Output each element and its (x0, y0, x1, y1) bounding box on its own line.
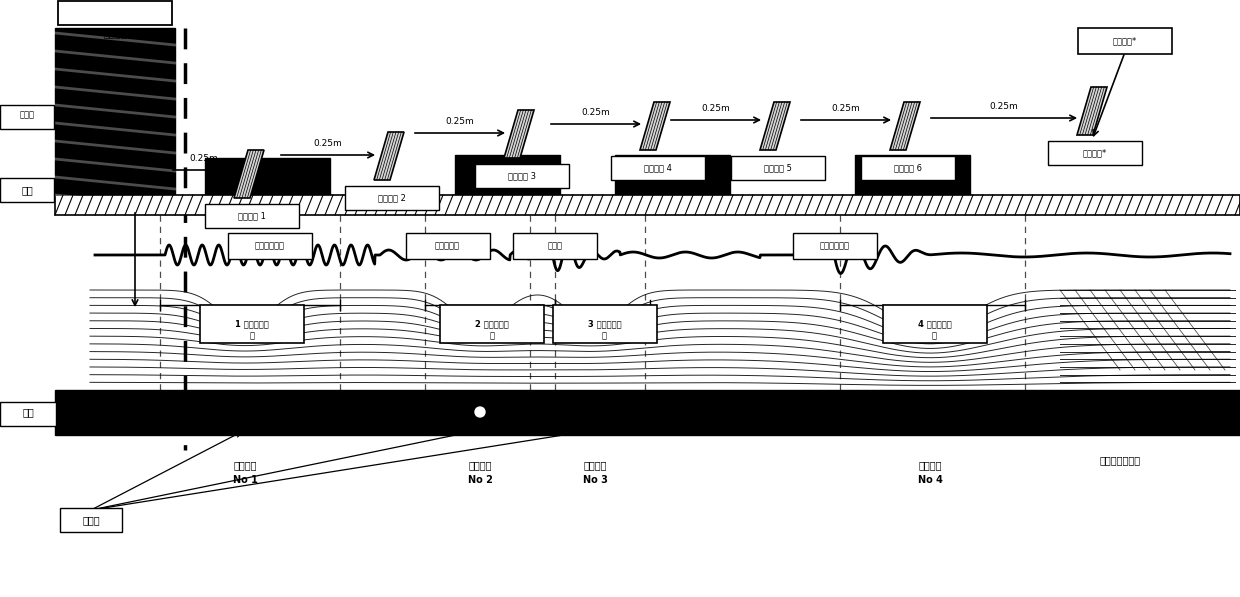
Text: 度: 度 (601, 331, 608, 340)
Text: 记录阵循*: 记录阵循* (1112, 36, 1137, 45)
Polygon shape (890, 102, 920, 150)
FancyBboxPatch shape (794, 233, 877, 259)
FancyBboxPatch shape (440, 305, 544, 343)
Circle shape (475, 407, 485, 417)
FancyBboxPatch shape (1048, 141, 1142, 165)
Text: 0.25m: 0.25m (445, 117, 475, 126)
Text: 记录器: 记录器 (20, 110, 35, 119)
Text: 异常部分: 异常部分 (233, 460, 257, 470)
Text: 0.25m: 0.25m (702, 104, 730, 113)
Text: 0.25m: 0.25m (314, 139, 342, 148)
FancyBboxPatch shape (861, 156, 955, 180)
Bar (856, 155, 970, 205)
Text: 全磁场总量变: 全磁场总量变 (255, 242, 285, 251)
Bar (55, 28, 175, 203)
Text: 0.25m: 0.25m (582, 108, 610, 117)
Bar (205, 158, 330, 210)
Text: 记录阵循: 记录阵循 (103, 28, 126, 38)
Text: 异常部分: 异常部分 (469, 460, 492, 470)
FancyBboxPatch shape (553, 305, 656, 343)
FancyBboxPatch shape (513, 233, 596, 259)
FancyBboxPatch shape (0, 178, 55, 202)
Text: No 2: No 2 (467, 475, 492, 485)
Text: No 4: No 4 (918, 475, 942, 485)
Text: 机械应力变: 机械应力变 (435, 242, 460, 251)
Polygon shape (760, 102, 790, 150)
Text: 记录阵循 2: 记录阵循 2 (378, 193, 405, 202)
FancyBboxPatch shape (0, 105, 55, 129)
FancyBboxPatch shape (1078, 28, 1172, 54)
Text: 0.25m: 0.25m (990, 102, 1018, 111)
Text: 记录阵循 5: 记录阵循 5 (764, 164, 792, 173)
FancyBboxPatch shape (0, 402, 56, 426)
Text: No 3: No 3 (583, 475, 608, 485)
Polygon shape (374, 132, 404, 180)
Bar (55, 390, 1240, 435)
Text: 4 号异常长度: 4 号异常长度 (918, 319, 951, 328)
Text: 管道: 管道 (22, 407, 33, 417)
FancyBboxPatch shape (200, 305, 304, 343)
Text: 记录阵循 1: 记录阵循 1 (238, 211, 265, 220)
FancyBboxPatch shape (475, 164, 569, 188)
Text: 记录阵循*: 记录阵循* (1083, 149, 1107, 158)
Text: 度: 度 (490, 331, 495, 340)
Text: 记录阵循 4: 记录阵循 4 (644, 164, 672, 173)
Text: 磁场变: 磁场变 (548, 242, 563, 251)
FancyBboxPatch shape (228, 233, 312, 259)
Text: 没有异常的部分: 没有异常的部分 (1100, 455, 1141, 465)
Polygon shape (640, 102, 670, 150)
Text: 磁力线: 磁力线 (82, 515, 99, 525)
FancyBboxPatch shape (58, 1, 172, 25)
Bar (455, 155, 560, 205)
FancyBboxPatch shape (345, 186, 439, 210)
Text: 度: 度 (249, 331, 254, 340)
Polygon shape (234, 150, 264, 198)
Text: 度: 度 (932, 331, 937, 340)
Text: 2 号异常长度: 2 号异常长度 (475, 319, 508, 328)
FancyBboxPatch shape (732, 156, 825, 180)
Text: 1 号异常长度: 1 号异常长度 (236, 319, 269, 328)
FancyBboxPatch shape (611, 156, 706, 180)
FancyBboxPatch shape (405, 233, 490, 259)
FancyBboxPatch shape (883, 305, 987, 343)
Text: 0.25m: 0.25m (832, 104, 861, 113)
FancyBboxPatch shape (205, 204, 299, 228)
Polygon shape (1078, 87, 1107, 135)
Text: 记录阵循 3: 记录阵循 3 (508, 171, 536, 180)
Text: 地面: 地面 (21, 185, 33, 195)
Text: 异常部分: 异常部分 (919, 460, 941, 470)
Text: 0.25m: 0.25m (190, 154, 218, 163)
Text: 异常部分: 异常部分 (583, 460, 606, 470)
Bar (615, 155, 730, 205)
Text: No 1: No 1 (233, 475, 258, 485)
Text: 弯曲应力变变: 弯曲应力变变 (820, 242, 849, 251)
FancyBboxPatch shape (60, 508, 122, 532)
Bar (55, 195, 1240, 215)
Text: 记录阵循 6: 记录阵循 6 (894, 164, 923, 173)
Text: 3 号异常长度: 3 号异常长度 (588, 319, 621, 328)
Polygon shape (503, 110, 534, 158)
